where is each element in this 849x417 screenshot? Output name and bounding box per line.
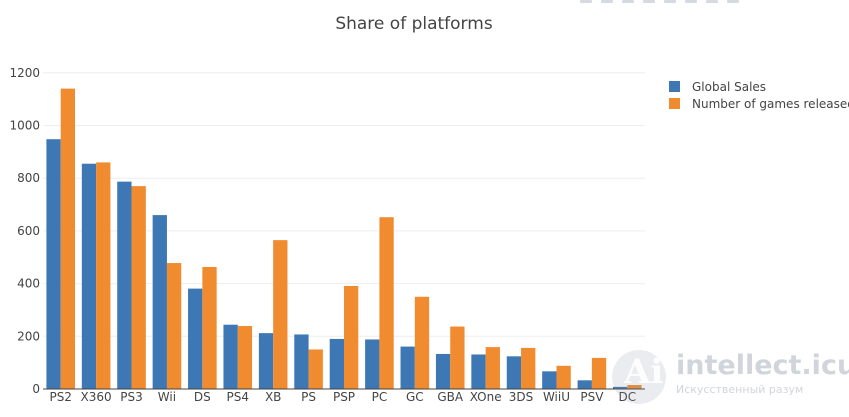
y-tick-label: 1200 [9, 66, 40, 80]
bar-games-released[interactable] [485, 347, 500, 389]
x-tick-label: PSP [333, 390, 355, 404]
bar-games-released[interactable] [308, 349, 323, 389]
bar-global-sales[interactable] [400, 346, 415, 389]
x-tick-label: 3DS [509, 390, 534, 404]
bar-games-released[interactable] [344, 285, 359, 389]
toolbar-button[interactable] [706, 0, 718, 3]
toolbar-button[interactable] [601, 0, 613, 3]
y-tick-label: 1000 [9, 119, 40, 133]
chart-title: Share of platforms [335, 14, 492, 34]
bar-global-sales[interactable] [435, 353, 451, 389]
bar-global-sales[interactable] [152, 215, 167, 389]
axes: 0 200 400 600 800 1000 1200 PS2 X360 PS3 Wii DS PS4 X… [9, 66, 645, 404]
x-tick-label: GBA [437, 390, 464, 404]
bar-global-sales[interactable] [46, 139, 61, 389]
toolbar-button[interactable] [664, 0, 676, 3]
toolbar-button[interactable] [622, 0, 634, 3]
x-tick-label: PC [372, 390, 388, 404]
x-tick-label: DS [194, 390, 211, 404]
x-tick-label: XOne [470, 390, 502, 404]
logo-subtitle: Искусственный разум [676, 383, 804, 396]
bar-global-sales[interactable] [365, 339, 380, 389]
bar-games-released[interactable] [202, 267, 217, 389]
legend-label[interactable]: Number of games released [692, 97, 849, 111]
logo-title: intellect.icu [676, 350, 849, 381]
bar-games-released[interactable] [521, 347, 536, 389]
x-tick-label: GC [406, 390, 424, 404]
bar-global-sales[interactable] [188, 288, 203, 389]
toolbar-button[interactable] [685, 0, 697, 3]
bar-games-released[interactable] [166, 263, 182, 389]
bar-global-sales[interactable] [223, 324, 238, 389]
y-tick-label: 600 [17, 224, 40, 238]
toolbar-button[interactable] [727, 0, 739, 3]
bar-games-released[interactable] [60, 88, 76, 389]
logo-circle-icon [612, 350, 666, 404]
bar-global-sales[interactable] [542, 371, 557, 389]
legend-swatch[interactable] [669, 81, 680, 92]
x-tick-label: PSV [580, 390, 604, 404]
legend-swatch[interactable] [669, 98, 680, 109]
legend-label[interactable]: Global Sales [692, 80, 766, 94]
bar-global-sales[interactable] [294, 334, 309, 389]
chart-toolbar[interactable] [580, 0, 739, 4]
x-tick-label: PS2 [49, 390, 72, 404]
bar-global-sales[interactable] [258, 333, 274, 389]
x-tick-label: Wii [158, 390, 176, 404]
bar-games-released[interactable] [131, 186, 146, 389]
x-tick-label: DC [618, 390, 636, 404]
x-tick-label: X360 [81, 390, 112, 404]
logo-glyph: Ai [624, 352, 664, 392]
y-tick-label: 400 [17, 277, 40, 291]
y-tick-label: 200 [17, 329, 40, 343]
bars[interactable] [46, 88, 642, 389]
bar-global-sales[interactable] [117, 181, 132, 389]
y-tick-label: 800 [17, 171, 40, 185]
bar-global-sales[interactable] [612, 386, 628, 389]
toolbar-button[interactable] [643, 0, 655, 3]
x-tick-label: PS4 [227, 390, 250, 404]
bar-games-released[interactable] [273, 240, 288, 389]
x-tick-label: XB [265, 390, 281, 404]
bar-games-released[interactable] [96, 162, 111, 389]
x-tick-label: PS3 [120, 390, 143, 404]
bar-global-sales[interactable] [471, 354, 486, 389]
bar-global-sales[interactable] [329, 338, 344, 389]
bar-games-released[interactable] [556, 365, 571, 389]
bar-games-released[interactable] [627, 385, 642, 389]
bar-games-released[interactable] [591, 357, 607, 389]
toolbar-button[interactable] [580, 0, 592, 3]
bar-games-released[interactable] [379, 217, 394, 389]
bar-games-released[interactable] [414, 296, 430, 389]
x-tick-label: WiiU [543, 390, 570, 404]
bar-global-sales[interactable] [577, 380, 592, 389]
legend[interactable]: Global Sales Number of games released [669, 80, 849, 111]
y-tick-label: 0 [32, 382, 40, 396]
bar-global-sales[interactable] [506, 356, 522, 389]
bar-games-released[interactable] [237, 326, 253, 389]
watermark-logo: Ai intellect.icu Искусственный разум [612, 350, 849, 404]
x-tick-label: PS [301, 390, 316, 404]
bar-global-sales[interactable] [81, 163, 97, 389]
bar-games-released[interactable] [450, 326, 465, 389]
